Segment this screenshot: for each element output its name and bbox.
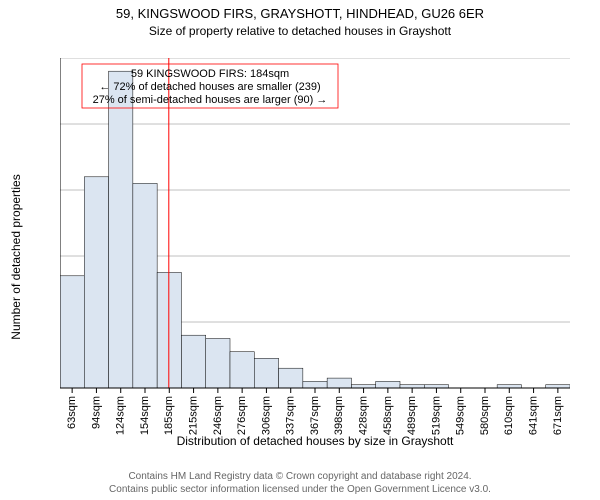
svg-text:580sqm: 580sqm (479, 396, 491, 435)
footer-line2: Contains public sector information licen… (109, 484, 491, 495)
svg-text:398sqm: 398sqm (333, 396, 345, 435)
footer-attribution: Contains HM Land Registry data © Crown c… (0, 470, 600, 496)
histogram-bar (254, 358, 278, 388)
histogram-bar (133, 183, 157, 388)
histogram-bar (279, 368, 303, 388)
page-subtitle: Size of property relative to detached ho… (0, 24, 600, 38)
annotation-line2: ← 72% of detached houses are smaller (23… (99, 81, 320, 93)
x-axis-label: Distribution of detached houses by size … (60, 434, 570, 448)
svg-text:215sqm: 215sqm (187, 396, 199, 435)
svg-text:489sqm: 489sqm (406, 396, 418, 435)
svg-text:458sqm: 458sqm (382, 396, 394, 435)
svg-text:610sqm: 610sqm (503, 396, 515, 435)
annotation-line3: 27% of semi-detached houses are larger (… (93, 94, 328, 106)
svg-text:246sqm: 246sqm (212, 396, 224, 435)
y-axis-label: Number of detached properties (9, 127, 23, 387)
svg-text:124sqm: 124sqm (115, 396, 127, 435)
histogram-bar (230, 352, 254, 388)
histogram-plot: 020406080100 63sqm94sqm124sqm154sqm185sq… (60, 58, 570, 388)
page-title: 59, KINGSWOOD FIRS, GRAYSHOTT, HINDHEAD,… (0, 6, 600, 21)
histogram-bar (109, 71, 133, 388)
svg-text:63sqm: 63sqm (66, 396, 78, 429)
histogram-bar (327, 378, 351, 388)
svg-text:185sqm: 185sqm (163, 396, 175, 435)
svg-text:367sqm: 367sqm (309, 396, 321, 435)
svg-text:337sqm: 337sqm (285, 396, 297, 435)
footer-line1: Contains HM Land Registry data © Crown c… (128, 471, 471, 482)
svg-text:306sqm: 306sqm (260, 396, 272, 435)
svg-text:276sqm: 276sqm (236, 396, 248, 435)
histogram-bar (181, 335, 205, 388)
histogram-bar (303, 381, 327, 388)
histogram-bar (206, 339, 230, 389)
svg-text:549sqm: 549sqm (455, 396, 467, 435)
svg-text:671sqm: 671sqm (552, 396, 564, 435)
svg-text:94sqm: 94sqm (90, 396, 102, 429)
svg-text:519sqm: 519sqm (430, 396, 442, 435)
svg-text:641sqm: 641sqm (527, 396, 539, 435)
histogram-bar (376, 381, 400, 388)
svg-text:154sqm: 154sqm (139, 396, 151, 435)
chart-svg: 020406080100 63sqm94sqm124sqm154sqm185sq… (60, 58, 570, 438)
histogram-bar (84, 177, 108, 388)
histogram-bar (60, 276, 84, 388)
svg-text:428sqm: 428sqm (357, 396, 369, 435)
annotation-line1: 59 KINGSWOOD FIRS: 184sqm (131, 68, 289, 80)
